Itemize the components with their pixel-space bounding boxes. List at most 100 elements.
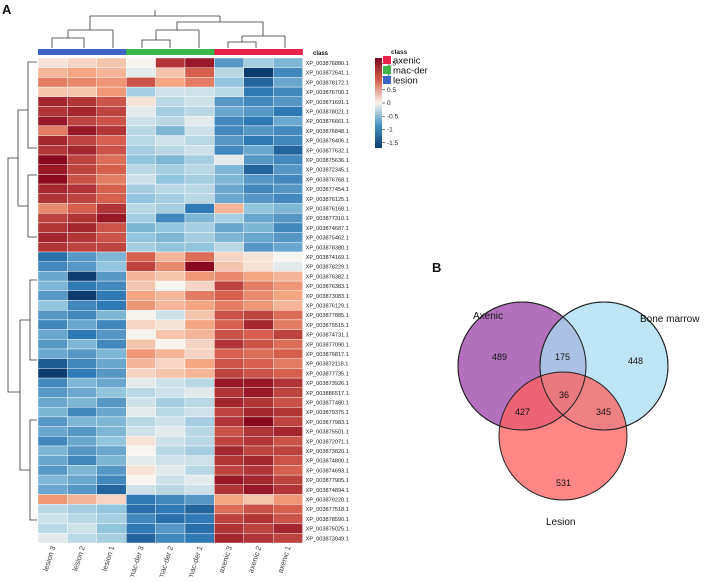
venn-count-lesion-only: 531 [556,478,571,488]
heatmap-cell [184,145,215,156]
heatmap-cell [67,455,98,466]
heatmap-cell [96,329,127,340]
heatmap-cell [125,222,156,233]
heatmap-cell [184,290,215,301]
heatmap-cell [67,348,98,359]
heatmap-cell [67,261,98,272]
heatmap-cell [243,290,274,301]
heatmap-cell [37,106,68,117]
heatmap-cell [96,407,127,418]
heatmap-cell [125,319,156,330]
heatmap-cell [243,280,274,292]
heatmap-cell [184,455,215,466]
panel-b-letter: B [432,260,441,275]
heatmap-cell [67,504,98,515]
heatmap-cell [96,183,127,195]
heatmap-cell [214,135,244,146]
heatmap-cell [243,106,274,117]
heatmap-cell [184,494,215,505]
heatmap-cell [184,280,215,292]
heatmap-cell [273,203,303,214]
heatmap-cell [155,523,186,534]
heatmap-cell [214,513,244,524]
heatmap-cell [96,290,127,301]
heatmap-cell [243,523,274,534]
heatmap-cell [155,329,186,340]
heatmap-cell [155,271,186,282]
class-legend-swatch [383,66,391,74]
row-label: XP_003886517.1 [306,391,349,397]
heatmap-cell [184,329,215,340]
heatmap-cell [243,387,274,398]
row-dendrogram [7,61,37,521]
heatmap-cell [273,465,303,476]
heatmap-cell [214,465,244,476]
heatmap-cell [37,154,68,165]
heatmap-cell [273,154,303,165]
heatmap-cell [96,212,127,224]
heatmap-cell [214,193,244,204]
heatmap-cell [243,348,274,359]
row-label: XP_003876661.1 [306,119,349,125]
heatmap-cell [125,358,156,369]
heatmap-cell [184,222,215,233]
heatmap-cell [155,387,186,398]
heatmap-cell [243,484,274,495]
heatmap-cell [67,251,98,262]
heatmap-cell [243,251,274,262]
row-label: XP_003877480.1 [306,400,349,406]
heatmap-cell [273,86,303,97]
class-legend-swatch [383,76,391,84]
heatmap-cell [155,407,186,418]
heatmap-cell [214,397,244,408]
heatmap-cell [214,242,244,253]
heatmap-cell [273,339,303,350]
heatmap-cell [243,261,274,272]
heatmap-cell [214,251,244,262]
heatmap-cell [214,57,244,68]
venn-circle-lesion [498,371,628,501]
heatmap-cell [243,271,274,282]
heatmap-cell [37,193,68,204]
heatmap-cell [96,339,127,350]
heatmap-cell [184,387,215,398]
heatmap-cell [243,86,274,97]
heatmap-cell [243,397,274,408]
heatmap-cell [214,300,244,311]
annotation-cell-lesion [67,49,98,55]
heatmap-cell [67,135,98,146]
heatmap-cell [243,416,274,427]
heatmap-cell [67,232,98,243]
heatmap-cell [243,135,274,146]
heatmap-cell [125,310,156,321]
heatmap-cell [96,426,127,437]
heatmap-cell [273,96,303,107]
heatmap-cell [184,407,215,418]
heatmap-cell [273,377,303,389]
heatmap-cell [184,368,215,379]
heatmap-cell [155,57,186,68]
heatmap-cell [243,368,274,379]
column-dendrogram [51,10,286,48]
row-label: XP_003874894.1 [306,488,349,494]
heatmap-cell [96,106,127,117]
row-label: XP_003874731.1 [306,333,349,339]
heatmap-cell [96,125,127,136]
annotation-cell-axenic [243,49,274,55]
heatmap-cell [243,154,274,165]
heatmap-cell [67,125,98,136]
heatmap-cell [155,86,186,97]
heatmap-cell [243,504,274,515]
heatmap-cell [96,115,127,127]
heatmap-cell [214,504,244,515]
heatmap-cell [243,212,274,224]
heatmap-cell [67,280,98,292]
heatmap-cell [67,77,98,88]
heatmap-cell [155,261,186,272]
heatmap-cell [37,86,68,97]
heatmap-cell [214,183,244,195]
annotation-cell-mac-der [155,49,186,55]
row-label: XP_003878590.1 [306,517,349,523]
row-label: XP_003877885.1 [306,313,349,319]
